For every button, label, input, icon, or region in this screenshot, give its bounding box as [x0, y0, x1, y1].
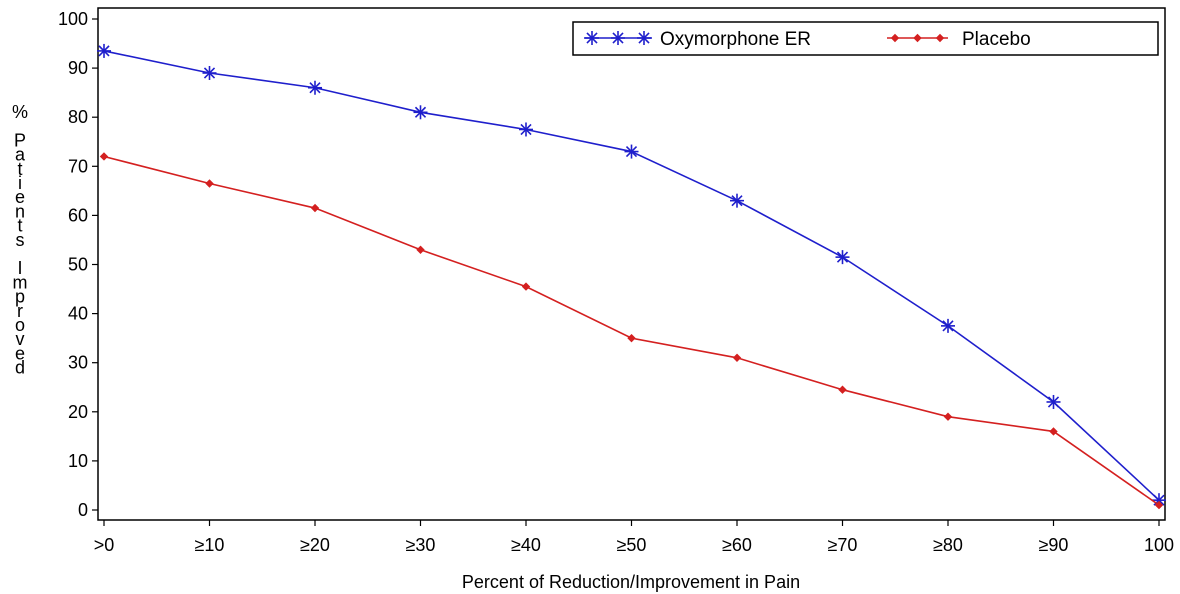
legend-box	[572, 21, 1159, 56]
x-tick-label: ≥60	[722, 535, 752, 555]
plot-frame	[97, 7, 1166, 521]
x-tick-label: ≥20	[300, 535, 330, 555]
data-point	[1046, 394, 1061, 409]
series-layer	[97, 43, 1166, 510]
data-point	[1049, 427, 1058, 436]
data-point	[835, 250, 850, 265]
legend-entry: Placebo	[887, 29, 1031, 50]
data-point	[624, 144, 639, 159]
x-tick-label: 100	[1144, 535, 1174, 555]
data-point	[627, 333, 636, 343]
data-point	[202, 66, 217, 81]
x-tick-label: ≥30	[406, 535, 436, 555]
y-tick-label: 90	[68, 58, 88, 78]
x-tick-label: ≥80	[933, 535, 963, 555]
data-point	[416, 245, 425, 254]
y-tick-label: 20	[68, 402, 88, 422]
data-point	[97, 43, 111, 58]
legend-entry: Oxymorphone ER	[584, 29, 811, 50]
data-point	[732, 353, 742, 362]
data-point	[519, 122, 533, 137]
series-line	[103, 155, 1160, 506]
data-point	[941, 318, 955, 333]
x-tick-label: >0	[94, 535, 115, 555]
data-point	[1154, 500, 1164, 510]
data-point	[838, 385, 847, 394]
x-tick-label: ≥10	[195, 535, 225, 555]
data-point	[730, 193, 744, 208]
legend: Oxymorphone ER Placebo	[572, 21, 1159, 56]
x-axis: >0 ≥10 ≥20 ≥30 ≥40 ≥50 ≥60 ≥70 ≥80 ≥90 100	[94, 520, 1174, 555]
x-axis-title: Percent of Reduction/Improvement in Pain	[462, 572, 800, 592]
y-tick-label: 100	[58, 9, 88, 29]
y-tick-label: 50	[68, 255, 88, 275]
y-tick-label: 10	[68, 451, 88, 471]
series-placebo	[99, 152, 1164, 510]
data-point	[99, 152, 109, 161]
y-tick-label: 70	[68, 156, 88, 176]
data-point	[308, 80, 322, 95]
y-tick-label: 30	[68, 353, 88, 373]
y-tick-label: 80	[68, 107, 88, 127]
series-oxymorphone-er	[97, 43, 1166, 508]
data-point	[943, 412, 953, 421]
legend-label: Placebo	[962, 29, 1031, 50]
series-line	[103, 50, 1160, 501]
x-tick-label: ≥90	[1039, 535, 1069, 555]
data-point	[310, 203, 320, 213]
data-point	[413, 105, 428, 120]
y-tick-label: 40	[68, 304, 88, 324]
x-tick-label: ≥50	[617, 535, 647, 555]
data-point	[205, 179, 214, 188]
y-axis: 0 10 20 30 40 50 60 70 80 90 100	[58, 9, 98, 520]
x-tick-label: ≥40	[511, 535, 541, 555]
x-tick-label: ≥70	[828, 535, 858, 555]
data-point	[521, 282, 531, 291]
legend-label: Oxymorphone ER	[660, 29, 811, 50]
y-tick-label: 0	[78, 500, 88, 520]
y-tick-label: 60	[68, 205, 88, 225]
